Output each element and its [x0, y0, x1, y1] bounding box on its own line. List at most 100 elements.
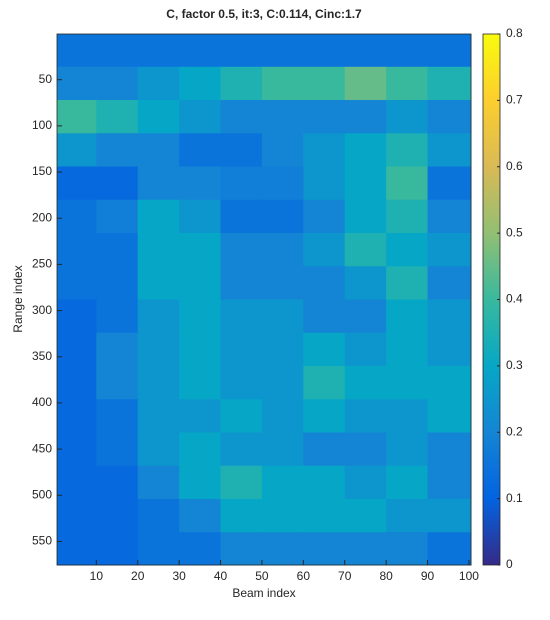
heatmap-cell [427, 100, 472, 134]
heatmap-cell [220, 299, 263, 334]
heatmap-cell [96, 233, 139, 267]
heatmap-cell [303, 332, 346, 367]
y-tick-label: 550 [32, 534, 52, 548]
heatmap-cell [386, 365, 429, 400]
heatmap-cell [344, 432, 387, 467]
heatmap-cell [303, 34, 346, 68]
heatmap-cell [344, 34, 387, 68]
heatmap-cell [57, 166, 97, 201]
heatmap-cell [303, 432, 346, 467]
heatmap-cell [220, 532, 263, 566]
colorbar-tick-label: 0.1 [506, 491, 523, 505]
heatmap-cell [303, 166, 346, 201]
heatmap-cell [137, 199, 180, 234]
heatmap-cell [303, 66, 346, 101]
heatmap-cell [386, 299, 429, 334]
heatmap-cell [386, 199, 429, 234]
heatmap-cell [137, 34, 180, 68]
heatmap-cell [344, 365, 387, 400]
heatmap-cell [261, 299, 304, 334]
heatmap-cell [96, 465, 139, 500]
heatmap-cell [303, 299, 346, 334]
heatmap-cell [261, 66, 304, 101]
heatmap-cell [137, 133, 180, 168]
y-tick-label: 350 [32, 349, 52, 363]
plot-frame [56, 33, 472, 566]
heatmap-cell [386, 133, 429, 168]
heatmap-cell [220, 432, 263, 467]
heatmap-cell [344, 100, 387, 134]
heatmap-cell [427, 532, 472, 566]
heatmap-cell [57, 66, 97, 101]
heatmap-cell [261, 399, 304, 433]
heatmap-cell [137, 166, 180, 201]
heatmap-cell [137, 432, 180, 467]
chart-title: C, factor 0.5, it:3, C:0.114, Cinc:1.7 [166, 7, 362, 21]
heatmap-cell [261, 166, 304, 201]
heatmap-cell [179, 34, 222, 68]
heatmap-cell [344, 532, 387, 566]
heatmap-cell [179, 266, 222, 300]
x-tick-label: 60 [297, 569, 311, 583]
heatmap-cell [220, 498, 263, 533]
heatmap-cell [344, 266, 387, 300]
heatmap-cell [96, 299, 139, 334]
heatmap-cell [220, 399, 263, 433]
heatmap-cell [137, 498, 180, 533]
heatmap-cell [220, 365, 263, 400]
heatmap-cell [96, 266, 139, 300]
heatmap-cell [303, 365, 346, 400]
heatmap-cell [261, 498, 304, 533]
heatmap-cell [344, 299, 387, 334]
x-tick-label: 40 [214, 569, 228, 583]
heatmap-cell [386, 166, 429, 201]
heatmap-cell [220, 166, 263, 201]
heatmap-cell [386, 100, 429, 134]
heatmap-cell [427, 299, 472, 334]
x-tick-label: 10 [90, 569, 104, 583]
heatmap-cell [344, 399, 387, 433]
x-axis-label: Beam index [232, 586, 295, 600]
heatmap-cell [427, 266, 472, 300]
heatmap-cell [96, 432, 139, 467]
heatmap-cell [57, 365, 97, 400]
colorbar-tick-label: 0 [506, 557, 513, 571]
heatmap-cell [303, 532, 346, 566]
heatmap-cell [137, 399, 180, 433]
x-tick-label: 30 [172, 569, 186, 583]
heatmap-cell [179, 399, 222, 433]
heatmap-cell [96, 365, 139, 400]
heatmap-cell [179, 100, 222, 134]
heatmap-cell [427, 34, 472, 68]
heatmap-cell [137, 299, 180, 334]
heatmap-cell [96, 399, 139, 433]
heatmap-cell [344, 465, 387, 500]
heatmap-cell [427, 365, 472, 400]
heatmap-cell [386, 399, 429, 433]
heatmap-cell [137, 100, 180, 134]
heatmap-cell [303, 399, 346, 433]
heatmap-cell [179, 465, 222, 500]
colorbar-tick-label: 0.7 [506, 93, 523, 107]
heatmap-cell [303, 233, 346, 267]
heatmap-cell [179, 365, 222, 400]
heatmap-cell [303, 100, 346, 134]
heatmap-cell [427, 233, 472, 267]
heatmap-cell [57, 399, 97, 433]
heatmap-cell [96, 34, 139, 68]
heatmap-cell [386, 432, 429, 467]
heatmap-cell [96, 332, 139, 367]
heatmap-cell [344, 199, 387, 234]
heatmap-cell [57, 233, 97, 267]
heatmap-cell [386, 233, 429, 267]
heatmap-cell [303, 465, 346, 500]
x-tick-label: 80 [379, 569, 393, 583]
heatmap-cell [179, 299, 222, 334]
heatmap-cell [261, 100, 304, 134]
heatmap-cell [386, 266, 429, 300]
heatmap-cell [57, 532, 97, 566]
heatmap-cell [57, 266, 97, 300]
heatmap-cell [137, 332, 180, 367]
heatmap-cell [303, 498, 346, 533]
heatmap-cell [137, 365, 180, 400]
